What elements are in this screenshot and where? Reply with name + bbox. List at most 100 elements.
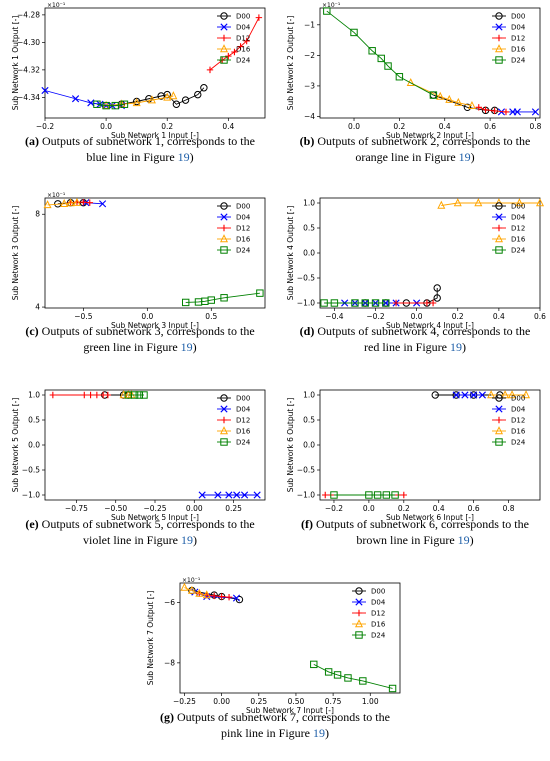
y-tick-label: 0.0 (28, 441, 40, 450)
data-point-D04 (478, 391, 486, 399)
axis-multiplier: ×10⁻¹ (322, 2, 341, 9)
x-tick-label: −0.2 (325, 504, 343, 513)
legend-label: D00 (371, 588, 385, 596)
legend-marker (219, 426, 229, 435)
figure-reference: 19 (178, 150, 190, 164)
data-point-D16 (187, 585, 196, 594)
legend-label: D12 (371, 610, 385, 618)
legend-marker (355, 587, 363, 595)
y-tick-label: 0.0 (303, 441, 315, 450)
x-tick-label: 0.50 (288, 697, 305, 706)
legend-marker (220, 213, 228, 221)
figure-reference: 19 (181, 533, 193, 547)
data-point-D04 (461, 391, 469, 399)
axis-multiplier: ×10⁻¹ (47, 192, 66, 199)
legend-label: D24 (371, 632, 386, 640)
data-point-D00 (172, 100, 181, 108)
data-point-D12 (49, 391, 57, 399)
caption-close: ) (193, 533, 197, 547)
caption-tag: (g) (160, 710, 174, 724)
legend-marker (494, 234, 504, 243)
data-point-D16 (515, 198, 524, 207)
caption-tag: (e) (25, 517, 38, 531)
x-tick-label: 0.75 (325, 697, 342, 706)
x-tick-label: 0.2 (452, 312, 464, 321)
caption-line-2: blue line in Figure 19) (86, 150, 193, 164)
data-point-D24 (359, 677, 367, 685)
caption-text: Outputs of subnetwork 7, corresponds to … (174, 710, 390, 724)
caption-tag: (f) (301, 517, 313, 531)
x-tick-label: 0.0 (100, 122, 112, 131)
y-axis-label: Sub Network 5 Output [-] (11, 398, 20, 493)
data-point-D12 (237, 43, 244, 50)
data-point-D16 (436, 91, 445, 100)
caption-text: red line in Figure (364, 340, 450, 354)
data-point-D16 (180, 582, 189, 591)
y-tick-label: 1.0 (28, 391, 40, 400)
legend-marker (495, 405, 503, 413)
x-tick-label: 0.25 (225, 504, 242, 513)
figure-reference: 19 (313, 726, 325, 740)
y-tick-label: 0.5 (303, 416, 315, 425)
data-point-D24 (93, 100, 101, 108)
data-point-D04 (531, 108, 540, 116)
data-point-D12 (225, 52, 232, 60)
legend-label: D00 (511, 203, 525, 211)
y-axis-label: Sub Network 1 Output [-] (11, 16, 20, 111)
data-point-D16 (60, 198, 69, 208)
legend-label: D00 (511, 395, 525, 403)
chart-panel-5: −0.75 −0.50 −0.25 0.00 0.25 −1.0 −0.5 0.0 0.5 1.0… (11, 389, 266, 547)
y-axis-label: Sub Network 3 Output [-] (11, 206, 20, 301)
legend-marker (355, 631, 363, 639)
data-point-D12 (423, 299, 431, 307)
data-point-D04 (87, 99, 95, 107)
legend-label: D16 (236, 46, 251, 54)
data-point-D00 (194, 90, 202, 99)
y-tick-label: −1.0 (22, 491, 40, 500)
data-point-D12 (210, 592, 218, 600)
data-point-D04 (198, 491, 206, 499)
data-point-D12 (429, 299, 437, 307)
y-axis-label: Sub Network 6 Output [-] (286, 398, 295, 493)
data-point-D24 (207, 296, 215, 304)
caption-text: Outputs of subnetwork 4, corresponds to … (314, 324, 530, 338)
legend-label: D24 (236, 247, 251, 255)
x-axis-label: Sub Network 7 Input [-] (246, 706, 334, 715)
legend-label: D16 (236, 236, 251, 244)
data-point-D12 (86, 199, 93, 206)
legend-marker (220, 202, 228, 210)
caption-close: ) (193, 340, 197, 354)
x-axis-label: Sub Network 3 Input [-] (111, 321, 199, 330)
x-tick-label: 0.4 (433, 504, 445, 513)
data-point-D24 (344, 674, 352, 682)
y-tick-label: −1 (304, 20, 315, 29)
x-axis-label: Sub Network 2 Input [-] (386, 131, 474, 140)
y-tick-label: −8 (164, 658, 175, 667)
data-point-D16 (535, 198, 545, 207)
x-tick-label: 0.2 (161, 122, 173, 131)
x-tick-label: 0.0 (363, 504, 375, 513)
data-point-D24 (382, 299, 390, 307)
data-point-D12 (81, 391, 88, 399)
data-point-D12 (400, 491, 408, 499)
legend-label: D12 (236, 35, 250, 43)
data-point-D24 (102, 101, 110, 110)
y-tick-label: 8 (35, 210, 40, 219)
x-tick-label: 0.2 (393, 122, 405, 131)
legend-label: D00 (511, 13, 525, 21)
data-point-D24 (135, 391, 143, 399)
data-point-D16 (445, 94, 454, 103)
caption-text: violet line in Figure (83, 533, 181, 547)
legend-label: D16 (511, 428, 526, 436)
plot-frame (319, 389, 541, 501)
y-tick-label: −2 (304, 51, 315, 60)
caption-text: Outputs of subnetwork 3, corresponds to … (39, 324, 255, 338)
legend-label: D04 (371, 599, 386, 607)
legend-marker (495, 202, 503, 210)
series-line-D24 (96, 103, 125, 107)
data-point-D16 (195, 588, 204, 597)
legend-label: D12 (511, 225, 525, 233)
data-point-D24 (310, 660, 318, 669)
y-tick-label: 1.0 (303, 199, 315, 208)
data-point-D16 (453, 198, 462, 207)
